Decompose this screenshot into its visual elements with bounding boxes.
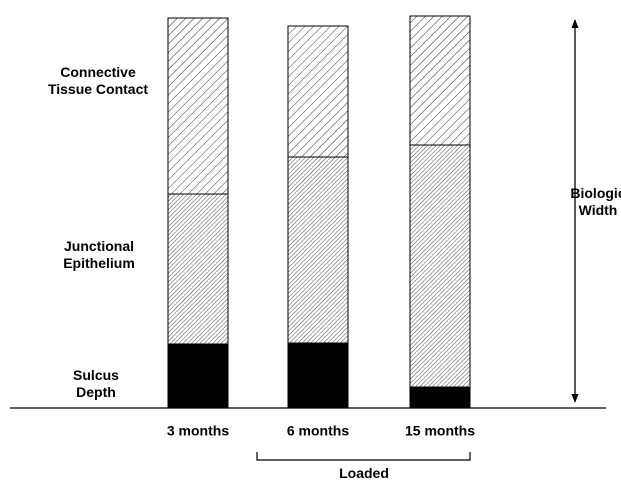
bar-segment (167, 17, 229, 195)
bar-segment (409, 144, 471, 388)
series-label: Junctional Epithelium (63, 238, 135, 271)
bar-segment (287, 25, 349, 158)
bar-segment (287, 156, 349, 344)
series-label: Connective Tissue Contact (47, 64, 149, 97)
bar-segment (167, 343, 229, 409)
bar-segment (287, 342, 349, 409)
x-tick-label: 15 months (405, 423, 475, 439)
x-tick-label: 6 months (287, 423, 349, 439)
annotation: Loaded (339, 465, 389, 480)
series-label: Sulcus Depth (73, 367, 119, 400)
bar-segment (167, 193, 229, 345)
bar-segment (409, 386, 471, 409)
bar-segment (409, 15, 471, 146)
annotation: Biologic Width (570, 185, 621, 218)
x-tick-label: 3 months (167, 423, 229, 439)
loaded-bracket (256, 452, 471, 461)
